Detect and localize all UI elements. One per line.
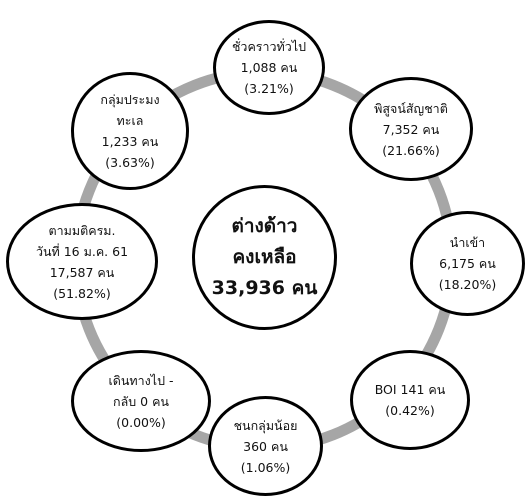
- center-line: 33,936 คน: [211, 277, 318, 299]
- node-line: (21.66%): [382, 142, 440, 158]
- node-line: 1,088 คน: [240, 60, 298, 75]
- node-cabinet-resolution: ตามมติครม. วันที่ 16 ม.ค. 61 17,587 คน (…: [6, 203, 158, 320]
- node-imported: นำเข้า 6,175 คน (18.20%): [410, 211, 525, 316]
- node-line: ชั่วคราวทั่วไป: [231, 39, 307, 54]
- node-nationality-verification: พิสูจน์สัญชาติ 7,352 คน (21.66%): [349, 77, 473, 181]
- node-minority-groups: ชนกลุ่มน้อย 360 คน (1.06%): [208, 396, 323, 496]
- node-line: ชนกลุ่มน้อย: [233, 417, 298, 433]
- node-line: 360 คน: [243, 438, 288, 454]
- node-temporary-general: ชั่วคราวทั่วไป 1,088 คน (3.21%): [213, 20, 325, 115]
- node-line: 7,352 คน: [382, 121, 440, 137]
- node-boi: BOI 141 คน (0.42%): [350, 350, 470, 450]
- node-line: 17,587 คน: [49, 264, 115, 280]
- node-line: พิสูจน์สัญชาติ: [374, 100, 448, 116]
- node-line: กลุ่มประมง: [100, 92, 160, 107]
- center-line: ต่างด้าว: [231, 215, 298, 237]
- node-line: ทะเล: [116, 113, 144, 128]
- node-border-travel: เดินทางไป - กลับ 0 คน (0.00%): [71, 350, 211, 452]
- node-line: (3.63%): [105, 155, 155, 170]
- node-line: (18.20%): [438, 277, 497, 292]
- node-line: (0.42%): [385, 403, 435, 418]
- center-node: ต่างด้าว คงเหลือ 33,936 คน: [192, 185, 337, 330]
- node-line: 1,233 คน: [101, 134, 159, 149]
- node-line: BOI 141 คน: [374, 382, 446, 397]
- node-line: ตามมติครม.: [48, 222, 116, 238]
- node-line: กลับ 0 คน: [113, 393, 169, 409]
- node-line: (0.00%): [116, 414, 166, 430]
- node-line: นำเข้า: [449, 235, 486, 250]
- node-line: (1.06%): [240, 459, 291, 475]
- node-line: 6,175 คน: [439, 256, 496, 271]
- center-line: คงเหลือ: [232, 246, 297, 268]
- node-fishery: กลุ่มประมง ทะเล 1,233 คน (3.63%): [71, 72, 189, 190]
- node-line: วันที่ 16 ม.ค. 61: [35, 243, 129, 259]
- node-line: (3.21%): [244, 81, 294, 96]
- node-line: (51.82%): [53, 285, 111, 301]
- node-line: เดินทางไป -: [108, 372, 174, 388]
